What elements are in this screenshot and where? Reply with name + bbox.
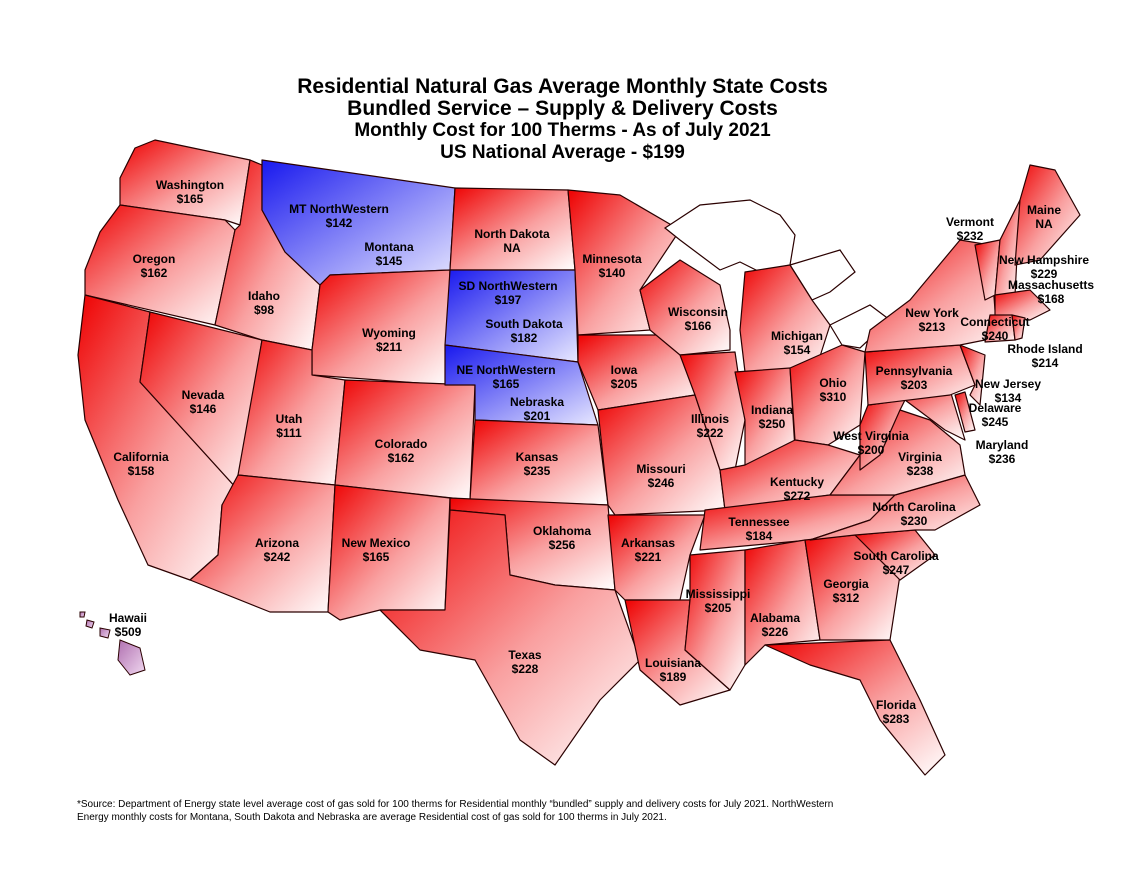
label-mississippi: Mississippi $205 [685,587,751,615]
label-nebraska: Nebraska $201 [509,395,565,423]
state-virginia [829,409,966,496]
label-montana-northwestern: MT NorthWestern $142 [289,202,389,230]
label-kentucky: Kentucky $272 [769,475,825,503]
hawaii-island-oahu [85,619,95,629]
label-california: California $158 [113,450,169,478]
label-south-dakota: South Dakota $182 [485,317,563,345]
label-south-dakota-northwestern: SD NorthWestern $197 [458,279,558,307]
label-georgia: Georgia $312 [823,577,869,605]
label-wyoming: Wyoming $211 [362,326,416,354]
label-new-jersey: New Jersey $134 [974,377,1042,405]
label-north-dakota: North Dakota NA [474,227,550,255]
label-utah: Utah $111 [275,412,303,440]
label-nebraska-northwestern: NE NorthWestern $165 [456,363,556,391]
label-pennsylvania: Pennsylvania $203 [875,364,953,392]
label-iowa: Iowa $205 [610,363,638,391]
label-alabama: Alabama $226 [749,611,801,639]
label-maine: Maine NA [1026,203,1062,231]
label-hawaii: Hawaii $509 [108,611,148,639]
label-maryland: Maryland $236 [975,438,1029,466]
label-arkansas: Arkansas $221 [620,536,676,564]
hawaii-island-maui [99,627,111,639]
map-title: Residential Natural Gas Average Monthly … [0,76,1125,164]
footnote-line-1: *Source: Department of Energy state leve… [77,799,834,810]
state-maine [1014,164,1081,266]
label-connecticut: Connecticut $240 [960,315,1030,343]
hawaii-island-kauai [79,611,86,618]
state-delaware [954,391,976,433]
label-arizona: Arizona $242 [254,536,300,564]
state-hawaii [117,639,146,676]
label-new-mexico: New Mexico $165 [341,536,411,564]
label-tennessee: Tennessee $184 [728,515,790,543]
label-minnesota: Minnesota $140 [582,252,642,280]
label-texas: Texas $228 [508,648,542,676]
label-nevada: Nevada $146 [181,388,225,416]
title-line-3: Monthly Cost for 100 Therms - As of July… [354,120,771,141]
state-rhode-island [1011,314,1026,341]
source-footnote: *Source: Department of Energy state leve… [77,798,957,824]
label-virginia: Virginia $238 [898,450,942,478]
label-florida: Florida $283 [875,698,917,726]
label-massachusetts: Massachusetts $168 [1007,278,1095,306]
label-new-hampshire: New Hampshire $229 [998,253,1090,281]
label-washington: Washington $165 [155,178,225,206]
label-north-carolina: North Carolina $230 [872,500,956,528]
label-delaware: Delaware $245 [968,401,1022,429]
state-new-jersey [959,344,986,406]
label-west-virginia: West Virginia $200 [833,429,909,457]
state-alabama [744,539,821,666]
label-wisconsin: Wisconsin $166 [668,305,728,333]
title-line-1: Residential Natural Gas Average Monthly … [297,75,828,98]
label-ohio: Ohio $310 [819,376,847,404]
label-new-york: New York $213 [905,306,959,334]
label-michigan: Michigan $154 [770,329,824,357]
label-illinois: Illinois $222 [690,412,730,440]
state-wisconsin [639,259,731,356]
label-south-carolina: South Carolina $247 [853,549,939,577]
state-massachusetts [994,289,1051,321]
footnote-line-2: Energy monthly costs for Montana, South … [77,812,667,823]
title-line-2: Bundled Service – Supply & Delivery Cost… [347,97,778,120]
label-rhode-island: Rhode Island $214 [1007,342,1083,370]
label-oklahoma: Oklahoma $256 [532,524,592,552]
label-kansas: Kansas $235 [515,450,559,478]
state-florida [764,639,946,776]
state-oregon [84,204,236,326]
title-line-4: US National Average - $199 [440,142,685,163]
label-indiana: Indiana $250 [750,403,794,431]
label-vermont: Vermont $232 [945,215,995,243]
label-colorado: Colorado $162 [374,437,428,465]
label-louisiana: Louisiana $189 [644,656,702,684]
state-michigan [739,264,831,373]
state-texas [379,509,641,766]
label-missouri: Missouri $246 [636,462,686,490]
label-montana: Montana $145 [364,240,414,268]
label-oregon: Oregon $162 [132,252,176,280]
label-idaho: Idaho $98 [248,289,280,317]
